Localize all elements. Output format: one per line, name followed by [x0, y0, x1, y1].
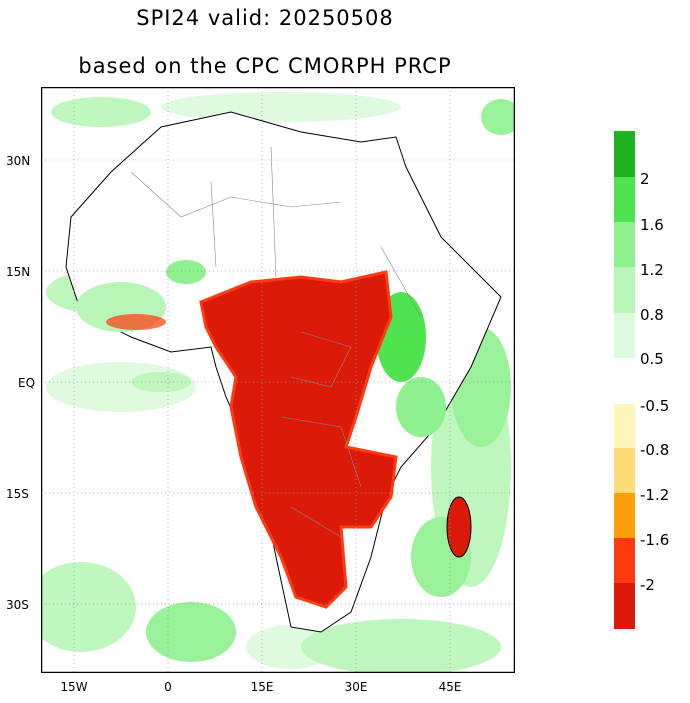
colorbar-wet-label-5: 0.5 [640, 350, 664, 368]
lat-label-30s: 30S [6, 598, 29, 612]
colorbar-dry-swatch-4 [614, 538, 635, 583]
lat-label-eq: EQ [18, 376, 36, 390]
colorbar-dry-label-3: -1.2 [640, 486, 670, 504]
colorbar-wet-swatch-3 [614, 222, 635, 267]
lon-label-45e: 45E [438, 680, 462, 694]
lon-label-15w: 15W [60, 680, 88, 694]
colorbar-dry-swatch-5 [614, 583, 635, 629]
map-title: SPI24 valid: 20250508 [136, 6, 394, 30]
colorbar-dry-swatch-3 [614, 493, 635, 538]
lon-label-15e: 15E [250, 680, 274, 694]
madagascar-dry [446, 496, 472, 558]
colorbar-dry-label-1: -0.5 [640, 397, 670, 415]
colorbar-dry-label-5: -2 [640, 576, 655, 594]
spi-map [41, 87, 515, 673]
ocean-wet-patches [41, 92, 515, 673]
colorbar-wet [614, 131, 635, 358]
colorbar-wet-label-2: 1.6 [640, 216, 664, 234]
colorbar-wet-label-1: 2 [640, 170, 650, 188]
colorbar-dry-swatch-1 [614, 404, 635, 448]
colorbar-dry-swatch-2 [614, 448, 635, 493]
colorbar-dry-label-4: -1.6 [640, 531, 670, 549]
colorbar-dry [614, 404, 635, 629]
lon-label-30e: 30E [344, 680, 368, 694]
country-borders [130, 146, 422, 538]
lat-label-15n: 15N [6, 265, 31, 279]
colorbar-wet-swatch-1 [614, 131, 635, 177]
graticule [41, 87, 515, 673]
lon-label-0: 0 [164, 680, 172, 694]
map-subtitle: based on the CPC CMORPH PRCP [78, 54, 452, 78]
lat-label-15s: 15S [6, 487, 29, 501]
dry-patch-west [106, 314, 166, 330]
lat-label-30n: 30N [6, 154, 31, 168]
colorbar-wet-label-3: 1.2 [640, 261, 664, 279]
colorbar-wet-swatch-2 [614, 177, 635, 222]
colorbar-dry-label-2: -0.8 [640, 441, 670, 459]
colorbar-wet-swatch-4 [614, 267, 635, 313]
colorbar-wet-swatch-5 [614, 313, 635, 358]
colorbar-wet-label-4: 0.8 [640, 306, 664, 324]
